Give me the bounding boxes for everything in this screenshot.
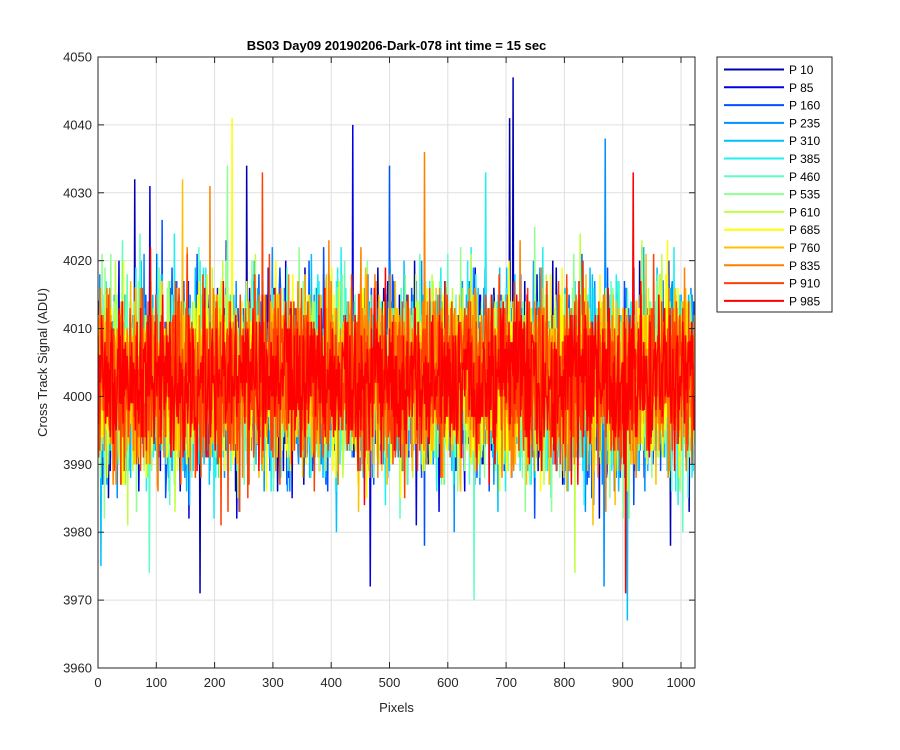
legend-label: P 310 xyxy=(789,134,820,148)
y-tick-label: 3980 xyxy=(63,525,92,540)
y-tick-label: 4050 xyxy=(63,50,92,65)
x-tick-label: 800 xyxy=(554,675,576,690)
legend-label: P 835 xyxy=(789,259,820,273)
x-axis-label: Pixels xyxy=(379,700,414,715)
legend-label: P 685 xyxy=(789,223,820,237)
x-tick-label: 400 xyxy=(320,675,342,690)
legend-entry: P 85 xyxy=(724,81,814,95)
legend-entry: P 760 xyxy=(724,241,820,255)
x-tick-label: 500 xyxy=(379,675,401,690)
legend-entry: P 310 xyxy=(724,134,820,148)
y-tick-label: 3970 xyxy=(63,593,92,608)
y-tick-label: 3990 xyxy=(63,457,92,472)
legend-label: P 535 xyxy=(789,188,820,202)
y-tick-label: 4030 xyxy=(63,185,92,200)
x-tick-label: 700 xyxy=(495,675,517,690)
legend-entry: P 835 xyxy=(724,259,820,273)
legend: P 10 P 85 P 160 P 235 P 310 P 385 P 460 P 535 P … xyxy=(716,56,833,313)
legend-label: P 160 xyxy=(789,99,820,113)
legend-label: P 460 xyxy=(789,170,820,184)
x-tick-label: 200 xyxy=(204,675,226,690)
y-tick-label: 4010 xyxy=(63,321,92,336)
x-tick-label: 1000 xyxy=(667,675,696,690)
y-tick-label: 4020 xyxy=(63,253,92,268)
axis-ticks: 0 100 200 300 400 500 600 700 800 900 1000 3960 3970… xyxy=(63,50,695,691)
x-tick-label: 600 xyxy=(437,675,459,690)
y-tick-label: 4040 xyxy=(63,117,92,132)
x-tick-label: 300 xyxy=(262,675,284,690)
series-layer xyxy=(98,77,695,621)
legend-label: P 85 xyxy=(789,81,814,95)
legend-entry: P 910 xyxy=(724,277,820,291)
y-axis-label: Cross Track Signal (ADU) xyxy=(35,288,50,437)
x-tick-label: 900 xyxy=(612,675,634,690)
legend-entry: P 685 xyxy=(724,223,820,237)
series-line-p-985 xyxy=(98,172,695,594)
y-tick-label: 3960 xyxy=(63,661,92,676)
legend-entry: P 160 xyxy=(724,99,820,113)
y-tick-label: 4000 xyxy=(63,389,92,404)
legend-label: P 385 xyxy=(789,152,820,166)
legend-label: P 10 xyxy=(789,63,814,77)
legend-label: P 235 xyxy=(789,116,820,130)
legend-entry: P 10 xyxy=(724,63,814,77)
legend-label: P 910 xyxy=(789,277,820,291)
legend-entry: P 535 xyxy=(724,188,820,202)
legend-entry: P 385 xyxy=(724,152,820,166)
legend-entry: P 235 xyxy=(724,116,820,130)
x-tick-label: 100 xyxy=(145,675,167,690)
x-tick-label: 0 xyxy=(94,675,101,690)
legend-entry: P 985 xyxy=(724,294,820,308)
chart-title: BS03 Day09 20190206-Dark-078 int time = … xyxy=(247,38,547,53)
legend-box xyxy=(716,56,833,313)
legend-label: P 610 xyxy=(789,205,820,219)
legend-entry: P 460 xyxy=(724,170,820,184)
plot-area-border xyxy=(97,56,696,669)
legend-label: P 985 xyxy=(789,294,820,308)
legend-entry: P 610 xyxy=(724,205,820,219)
legend-label: P 760 xyxy=(789,241,820,255)
